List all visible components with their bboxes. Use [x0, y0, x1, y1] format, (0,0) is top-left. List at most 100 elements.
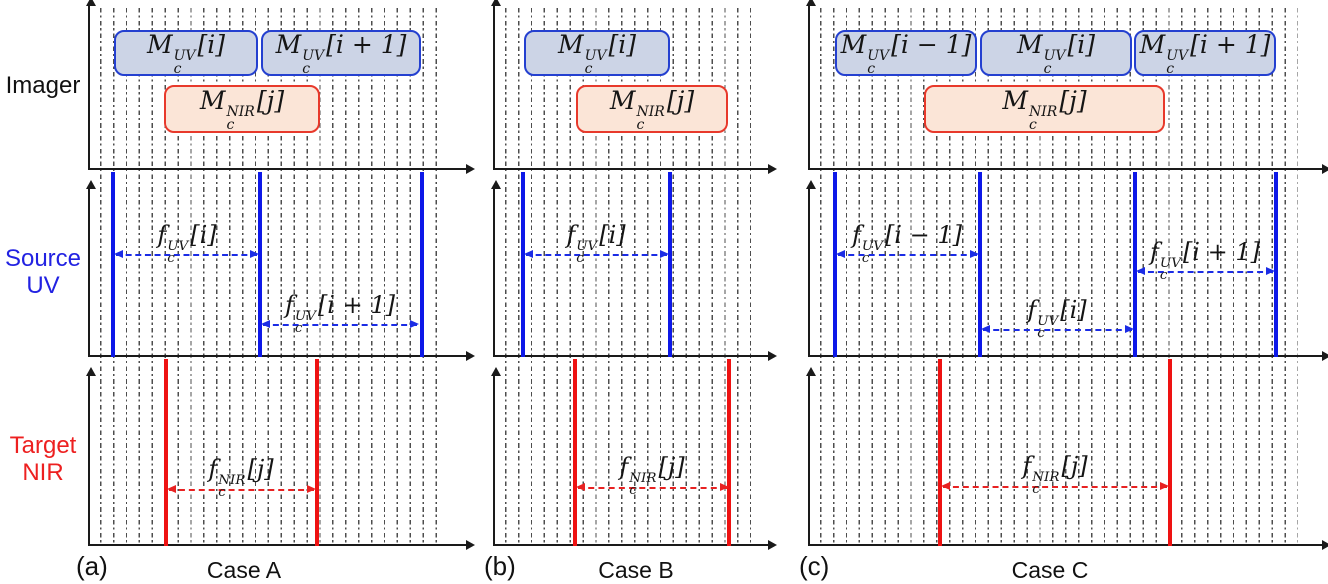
math-base: M [1016, 29, 1043, 59]
nir-pulse [573, 359, 577, 546]
math-sub: c [173, 61, 182, 77]
math-subsup: NIR c [629, 470, 657, 499]
math-sub: c [167, 251, 175, 267]
y-axis-arrow-icon [806, 180, 816, 189]
uv-label: UV [26, 272, 60, 299]
math-sup: NIR [218, 472, 246, 488]
nir-interval-label: f NIR c [j] [619, 453, 684, 498]
math-index: [i − 1] [884, 221, 962, 249]
math-subsup: UV c [173, 49, 196, 77]
math-sub: c [1032, 482, 1040, 498]
math-sup: UV [861, 238, 883, 254]
uv-pulse [258, 172, 262, 357]
uv-exposure-box: M UV c [i] [524, 30, 670, 76]
arrow-left-head-icon [576, 483, 585, 491]
math-subsup: NIR c [636, 103, 665, 133]
math-sup: UV [1166, 47, 1189, 64]
math-index: [i] [190, 221, 217, 249]
uv-interval-label: f UV c [i] [157, 221, 216, 266]
panel-tag-c: (c) [799, 551, 830, 581]
math-base: M [1002, 85, 1028, 115]
arrow-left-head-icon [261, 320, 270, 328]
math-base: f [1150, 238, 1159, 266]
math-index: [i] [599, 221, 626, 249]
y-axis-arrow-icon [86, 367, 96, 376]
box-label: M UV c [i − 1] [841, 30, 972, 77]
arrow-left-head-icon [114, 250, 123, 258]
math-subsup: UV c [585, 49, 607, 77]
y-axis-arrow-icon [491, 180, 501, 189]
math-subsup: UV c [294, 308, 316, 337]
arrow-right-head-icon [660, 250, 669, 258]
y-axis-arrow-icon [491, 0, 501, 6]
uv-pulse [833, 172, 837, 357]
math-subsup: UV c [867, 47, 890, 77]
box-label: M UV c [i + 1] [276, 30, 407, 77]
nir-interval-arrow [576, 483, 729, 491]
box-label: M UV c [i] [558, 30, 636, 77]
math-sup: UV [302, 47, 325, 64]
math-subsup: UV c [302, 47, 325, 77]
row-label-target-nir: Target NIR [0, 432, 86, 486]
math-index: [j] [256, 85, 285, 115]
uv-interval-label: f UV c [i] [566, 221, 625, 266]
uv-exposure-box: M UV c [i + 1] [261, 30, 421, 76]
math-index: [i] [1060, 296, 1087, 324]
nir-exposure-box: M NIR c [j] [164, 85, 320, 133]
math-index: [i + 1] [326, 29, 407, 59]
uv-pulse [111, 172, 115, 357]
box-label: M NIR c [j] [1002, 86, 1086, 133]
box-label: M UV c [i + 1] [1140, 30, 1271, 77]
arrow-right-head-icon [307, 485, 316, 493]
math-sub: c [861, 251, 870, 267]
uv-interval-arrow [114, 250, 259, 258]
nir-pulse [938, 359, 942, 546]
axis-target-nir-b [491, 367, 777, 550]
arrow-right-head-icon [250, 250, 259, 258]
box-label: M UV c [i] [1017, 30, 1095, 77]
uv-exposure-box: M UV c [i − 1] [835, 30, 977, 76]
math-sup: UV [576, 238, 598, 254]
arrow-right-head-icon [720, 483, 729, 491]
math-sub: c [226, 117, 235, 133]
uv-interval-arrow [836, 250, 979, 258]
math-index: [i] [608, 29, 637, 59]
math-sub: c [636, 117, 645, 133]
arrow-right-head-icon [1266, 267, 1275, 275]
math-sup: NIR [636, 103, 665, 120]
panel-caption-b: Case B [598, 557, 674, 583]
math-base: M [275, 29, 302, 59]
math-base: f [1022, 452, 1032, 480]
math-base: M [1139, 29, 1166, 59]
uv-pulse [420, 172, 424, 357]
math-sup: NIR [629, 470, 657, 486]
math-index: [j] [247, 455, 274, 483]
math-sup: UV [867, 47, 890, 64]
math-sup: UV [294, 308, 316, 324]
nir-interval-label: f NIR c [j] [1022, 452, 1087, 497]
math-sub: c [1029, 117, 1037, 133]
target-label: Target [9, 432, 77, 459]
math-base: f [619, 453, 629, 481]
axis-source-uv-b [491, 180, 777, 361]
arrow-right-head-icon [1125, 325, 1134, 333]
x-axis-arrow-icon [768, 164, 777, 174]
math-sup: NIR [1032, 469, 1060, 485]
math-base: M [609, 85, 636, 115]
math-sup: UV [1037, 313, 1059, 329]
math-subsup: UV c [1166, 47, 1189, 77]
x-axis-arrow-icon [1322, 540, 1328, 550]
box-label: M UV c [i] [147, 30, 225, 77]
math-subsup: UV c [576, 238, 598, 267]
panel-tag-b: (b) [484, 551, 516, 581]
math-sub: c [1043, 61, 1052, 77]
math-base: M [557, 29, 584, 59]
nir-pulse [315, 359, 319, 546]
arrow-left-head-icon [941, 482, 950, 490]
math-subsup: NIR c [218, 472, 246, 501]
math-subsup: UV c [1037, 313, 1059, 342]
uv-interval-arrow [981, 325, 1134, 333]
axis-target-nir-c [806, 367, 1328, 550]
uv-exposure-box: M UV c [i] [114, 30, 258, 76]
